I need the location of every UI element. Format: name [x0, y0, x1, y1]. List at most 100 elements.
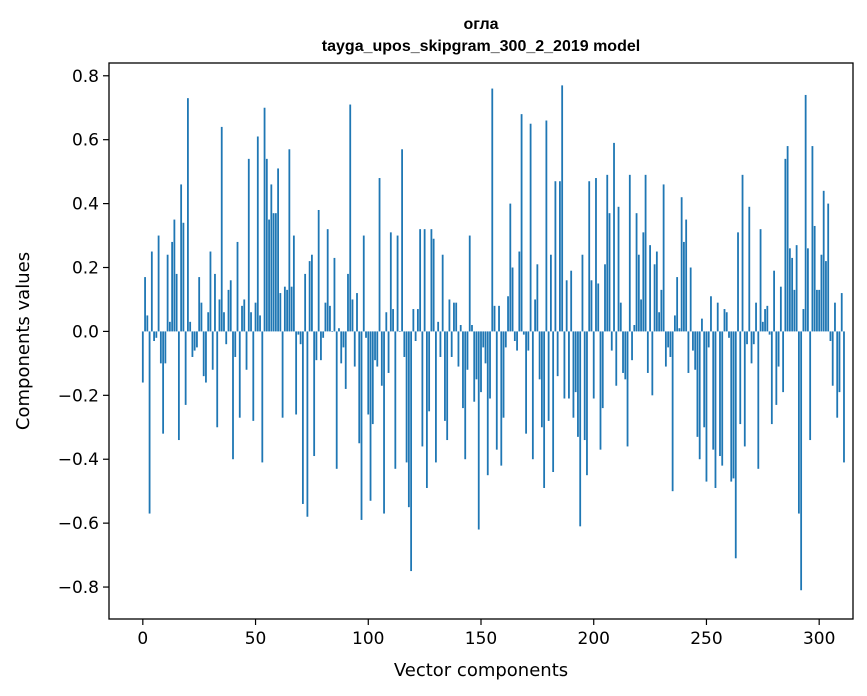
bar-262 [732, 331, 735, 479]
bar-130 [435, 331, 437, 463]
bar-192 [574, 331, 577, 393]
bar-143 [464, 331, 467, 460]
bar-26 [200, 302, 203, 332]
bar-9 [162, 331, 165, 434]
bar-106 [380, 331, 383, 386]
bar-113 [396, 235, 399, 332]
bar-134 [444, 331, 446, 421]
x-tick-label-100: 100 [352, 629, 384, 649]
bar-305 [829, 331, 832, 341]
bar-31 [211, 331, 214, 370]
bar-219 [635, 213, 638, 332]
bar-251 [707, 331, 710, 348]
bar-208 [610, 331, 613, 351]
bar-286 [786, 146, 789, 332]
bar-228 [655, 251, 658, 332]
bar-74 [308, 261, 311, 332]
bar-279 [770, 331, 773, 425]
bar-19 [184, 331, 187, 405]
bar-304 [827, 203, 830, 332]
bar-103 [374, 331, 376, 361]
bar-255 [716, 302, 719, 332]
bar-294 [804, 94, 807, 332]
bar-109 [387, 331, 390, 373]
bar-214 [624, 331, 627, 380]
y-tick-label-6: 0.4 [72, 195, 99, 215]
bar-62 [281, 331, 284, 418]
bar-283 [779, 286, 782, 332]
bar-100 [367, 331, 370, 415]
bar-135 [446, 331, 449, 441]
bar-68 [295, 331, 298, 415]
bar-206 [606, 174, 609, 332]
bar-72 [304, 273, 307, 332]
bar-122 [416, 309, 419, 332]
bar-12 [168, 321, 171, 332]
bar-245 [694, 331, 697, 370]
y-tick-label-0: −0.8 [58, 578, 99, 598]
bar-189 [568, 331, 570, 399]
bar-174 [534, 299, 537, 332]
bar-213 [622, 331, 624, 373]
bar-54 [263, 107, 266, 332]
bar-282 [777, 331, 780, 367]
bar-20 [187, 98, 189, 332]
bar-89 [342, 331, 345, 348]
bar-237 [676, 277, 679, 332]
bar-199 [590, 280, 593, 332]
bar-198 [588, 181, 591, 332]
bar-125 [423, 229, 426, 332]
bar-284 [782, 331, 785, 393]
bar-171 [527, 331, 530, 351]
bar-96 [358, 331, 361, 444]
bar-17 [180, 184, 183, 332]
bar-180 [547, 331, 550, 421]
bar-81 [324, 302, 327, 332]
bar-90 [344, 331, 347, 389]
bar-293 [802, 309, 805, 332]
bar-218 [633, 325, 636, 332]
bar-61 [279, 293, 282, 332]
bar-295 [807, 248, 809, 332]
bar-16 [177, 331, 180, 441]
bar-278 [768, 331, 771, 335]
bar-196 [583, 331, 586, 441]
bar-65 [288, 149, 291, 332]
bar-11 [166, 254, 169, 332]
bar-30 [209, 251, 212, 332]
bar-217 [631, 331, 633, 361]
bar-231 [662, 184, 665, 332]
bar-112 [394, 331, 397, 469]
x-axis-label: Vector components [394, 660, 568, 681]
bar-162 [507, 296, 509, 332]
x-axis-ticks: 0 50 100 150 200 250 300 [137, 619, 835, 649]
bar-110 [389, 232, 392, 332]
bar-7 [157, 235, 160, 332]
bar-5 [153, 331, 155, 341]
bar-28 [205, 331, 207, 383]
bar-155 [491, 88, 494, 332]
bar-97 [360, 331, 363, 520]
bar-220 [637, 254, 640, 332]
bar-69 [297, 331, 300, 335]
bar-288 [791, 257, 794, 332]
bar-82 [326, 229, 329, 332]
bar-240 [683, 241, 685, 332]
bar-119 [410, 331, 413, 572]
bar-127 [428, 331, 431, 412]
bar-264 [737, 232, 739, 332]
bar-108 [385, 312, 388, 332]
bar-268 [746, 331, 748, 345]
bar-257 [721, 331, 724, 466]
bar-254 [714, 331, 717, 488]
bar-296 [809, 331, 812, 441]
bar-230 [660, 289, 663, 332]
bar-190 [570, 270, 573, 332]
bar-27 [202, 331, 205, 377]
bar-38 [227, 289, 230, 332]
bar-164 [511, 267, 514, 332]
bar-258 [723, 309, 726, 332]
bar-120 [412, 309, 415, 332]
